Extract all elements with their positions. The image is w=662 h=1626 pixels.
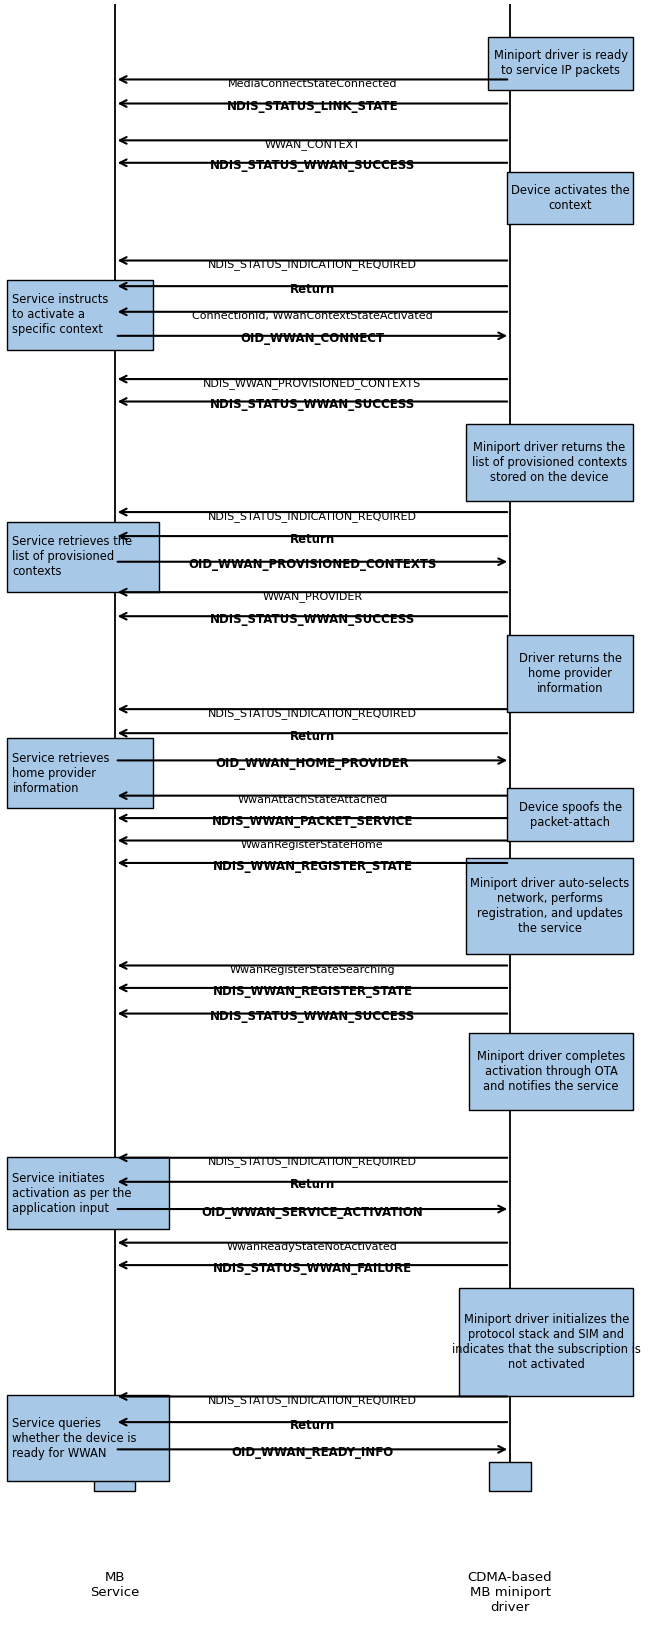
Text: Miniport driver returns the
list of provisioned contexts
stored on the device: Miniport driver returns the list of prov…: [472, 441, 627, 485]
Text: Return: Return: [290, 283, 335, 296]
Text: MediaConnectStateConnected: MediaConnectStateConnected: [228, 80, 397, 89]
Text: NDIS_STATUS_INDICATION_REQUIRED: NDIS_STATUS_INDICATION_REQUIRED: [208, 1395, 417, 1406]
Text: ConnectionId, WwanContextStateActivated: ConnectionId, WwanContextStateActivated: [192, 312, 433, 322]
FancyBboxPatch shape: [466, 859, 634, 954]
Text: NDIS_STATUS_INDICATION_REQUIRED: NDIS_STATUS_INDICATION_REQUIRED: [208, 259, 417, 270]
Text: NDIS_STATUS_WWAN_SUCCESS: NDIS_STATUS_WWAN_SUCCESS: [210, 1010, 415, 1023]
Text: WwanAttachStateAttached: WwanAttachStateAttached: [237, 795, 387, 805]
Text: Miniport driver initializes the
protocol stack and SIM and
indicates that the su: Miniport driver initializes the protocol…: [452, 1314, 641, 1371]
FancyBboxPatch shape: [507, 789, 634, 841]
Text: Return: Return: [290, 533, 335, 546]
FancyBboxPatch shape: [488, 37, 634, 89]
Text: WWAN_CONTEXT: WWAN_CONTEXT: [265, 140, 360, 150]
Text: NDIS_STATUS_LINK_STATE: NDIS_STATUS_LINK_STATE: [226, 101, 399, 114]
Text: Return: Return: [290, 1179, 335, 1192]
Text: CDMA-based
MB miniport
driver: CDMA-based MB miniport driver: [468, 1571, 552, 1615]
Text: NDIS_STATUS_WWAN_SUCCESS: NDIS_STATUS_WWAN_SUCCESS: [210, 398, 415, 411]
Text: NDIS_WWAN_REGISTER_STATE: NDIS_WWAN_REGISTER_STATE: [213, 860, 412, 873]
FancyBboxPatch shape: [507, 172, 634, 224]
Text: OID_WWAN_HOME_PROVIDER: OID_WWAN_HOME_PROVIDER: [216, 758, 409, 771]
Text: NDIS_STATUS_WWAN_FAILURE: NDIS_STATUS_WWAN_FAILURE: [213, 1262, 412, 1275]
FancyBboxPatch shape: [7, 1158, 169, 1229]
Text: NDIS_STATUS_WWAN_SUCCESS: NDIS_STATUS_WWAN_SUCCESS: [210, 613, 415, 626]
FancyBboxPatch shape: [489, 1462, 530, 1491]
FancyBboxPatch shape: [7, 1395, 169, 1481]
FancyBboxPatch shape: [507, 636, 634, 712]
FancyBboxPatch shape: [94, 1462, 135, 1491]
Text: NDIS_STATUS_INDICATION_REQUIRED: NDIS_STATUS_INDICATION_REQUIRED: [208, 707, 417, 719]
Text: NDIS_STATUS_INDICATION_REQUIRED: NDIS_STATUS_INDICATION_REQUIRED: [208, 511, 417, 522]
Text: MB
Service: MB Service: [90, 1571, 140, 1598]
Text: OID_WWAN_CONNECT: OID_WWAN_CONNECT: [240, 332, 385, 345]
Text: Service instructs
to activate a
specific context: Service instructs to activate a specific…: [13, 294, 109, 337]
Text: NDIS_WWAN_PROVISIONED_CONTEXTS: NDIS_WWAN_PROVISIONED_CONTEXTS: [203, 377, 422, 389]
Text: NDIS_WWAN_PACKET_SERVICE: NDIS_WWAN_PACKET_SERVICE: [212, 815, 413, 828]
Text: NDIS_STATUS_INDICATION_REQUIRED: NDIS_STATUS_INDICATION_REQUIRED: [208, 1156, 417, 1167]
FancyBboxPatch shape: [459, 1288, 634, 1397]
Text: Service retrieves the
list of provisioned
contexts: Service retrieves the list of provisione…: [13, 535, 132, 579]
Text: Miniport driver is ready
to service IP packets: Miniport driver is ready to service IP p…: [494, 49, 628, 78]
Text: OID_WWAN_READY_INFO: OID_WWAN_READY_INFO: [231, 1446, 393, 1459]
Text: Miniport driver completes
activation through OTA
and notifies the service: Miniport driver completes activation thr…: [477, 1050, 626, 1093]
FancyBboxPatch shape: [469, 1033, 634, 1109]
FancyBboxPatch shape: [466, 424, 634, 501]
Text: Miniport driver auto-selects
network, performs
registration, and updates
the ser: Miniport driver auto-selects network, pe…: [470, 876, 629, 935]
Text: WwanRegisterStateHome: WwanRegisterStateHome: [241, 841, 384, 850]
FancyBboxPatch shape: [7, 522, 159, 592]
Text: Device activates the
context: Device activates the context: [511, 184, 630, 211]
Text: NDIS_STATUS_WWAN_SUCCESS: NDIS_STATUS_WWAN_SUCCESS: [210, 159, 415, 172]
Text: OID_WWAN_PROVISIONED_CONTEXTS: OID_WWAN_PROVISIONED_CONTEXTS: [188, 558, 437, 571]
Text: NDIS_WWAN_REGISTER_STATE: NDIS_WWAN_REGISTER_STATE: [213, 984, 412, 997]
Text: WwanReadyStateNotActivated: WwanReadyStateNotActivated: [227, 1242, 398, 1252]
Text: Return: Return: [290, 1419, 335, 1433]
Text: Return: Return: [290, 730, 335, 743]
Text: Service initiates
activation as per the
application input: Service initiates activation as per the …: [13, 1171, 132, 1215]
Text: Service retrieves
home provider
information: Service retrieves home provider informat…: [13, 751, 110, 795]
Text: Driver returns the
home provider
information: Driver returns the home provider informa…: [518, 652, 622, 696]
Text: WWAN_PROVIDER: WWAN_PROVIDER: [262, 590, 363, 602]
FancyBboxPatch shape: [7, 280, 153, 350]
FancyBboxPatch shape: [7, 738, 153, 808]
Text: Service queries
whether the device is
ready for WWAN: Service queries whether the device is re…: [13, 1416, 137, 1460]
Text: WwanRegisterStateSearching: WwanRegisterStateSearching: [230, 966, 395, 976]
Text: OID_WWAN_SERVICE_ACTIVATION: OID_WWAN_SERVICE_ACTIVATION: [201, 1205, 423, 1218]
Text: Device spoofs the
packet-attach: Device spoofs the packet-attach: [518, 802, 622, 829]
